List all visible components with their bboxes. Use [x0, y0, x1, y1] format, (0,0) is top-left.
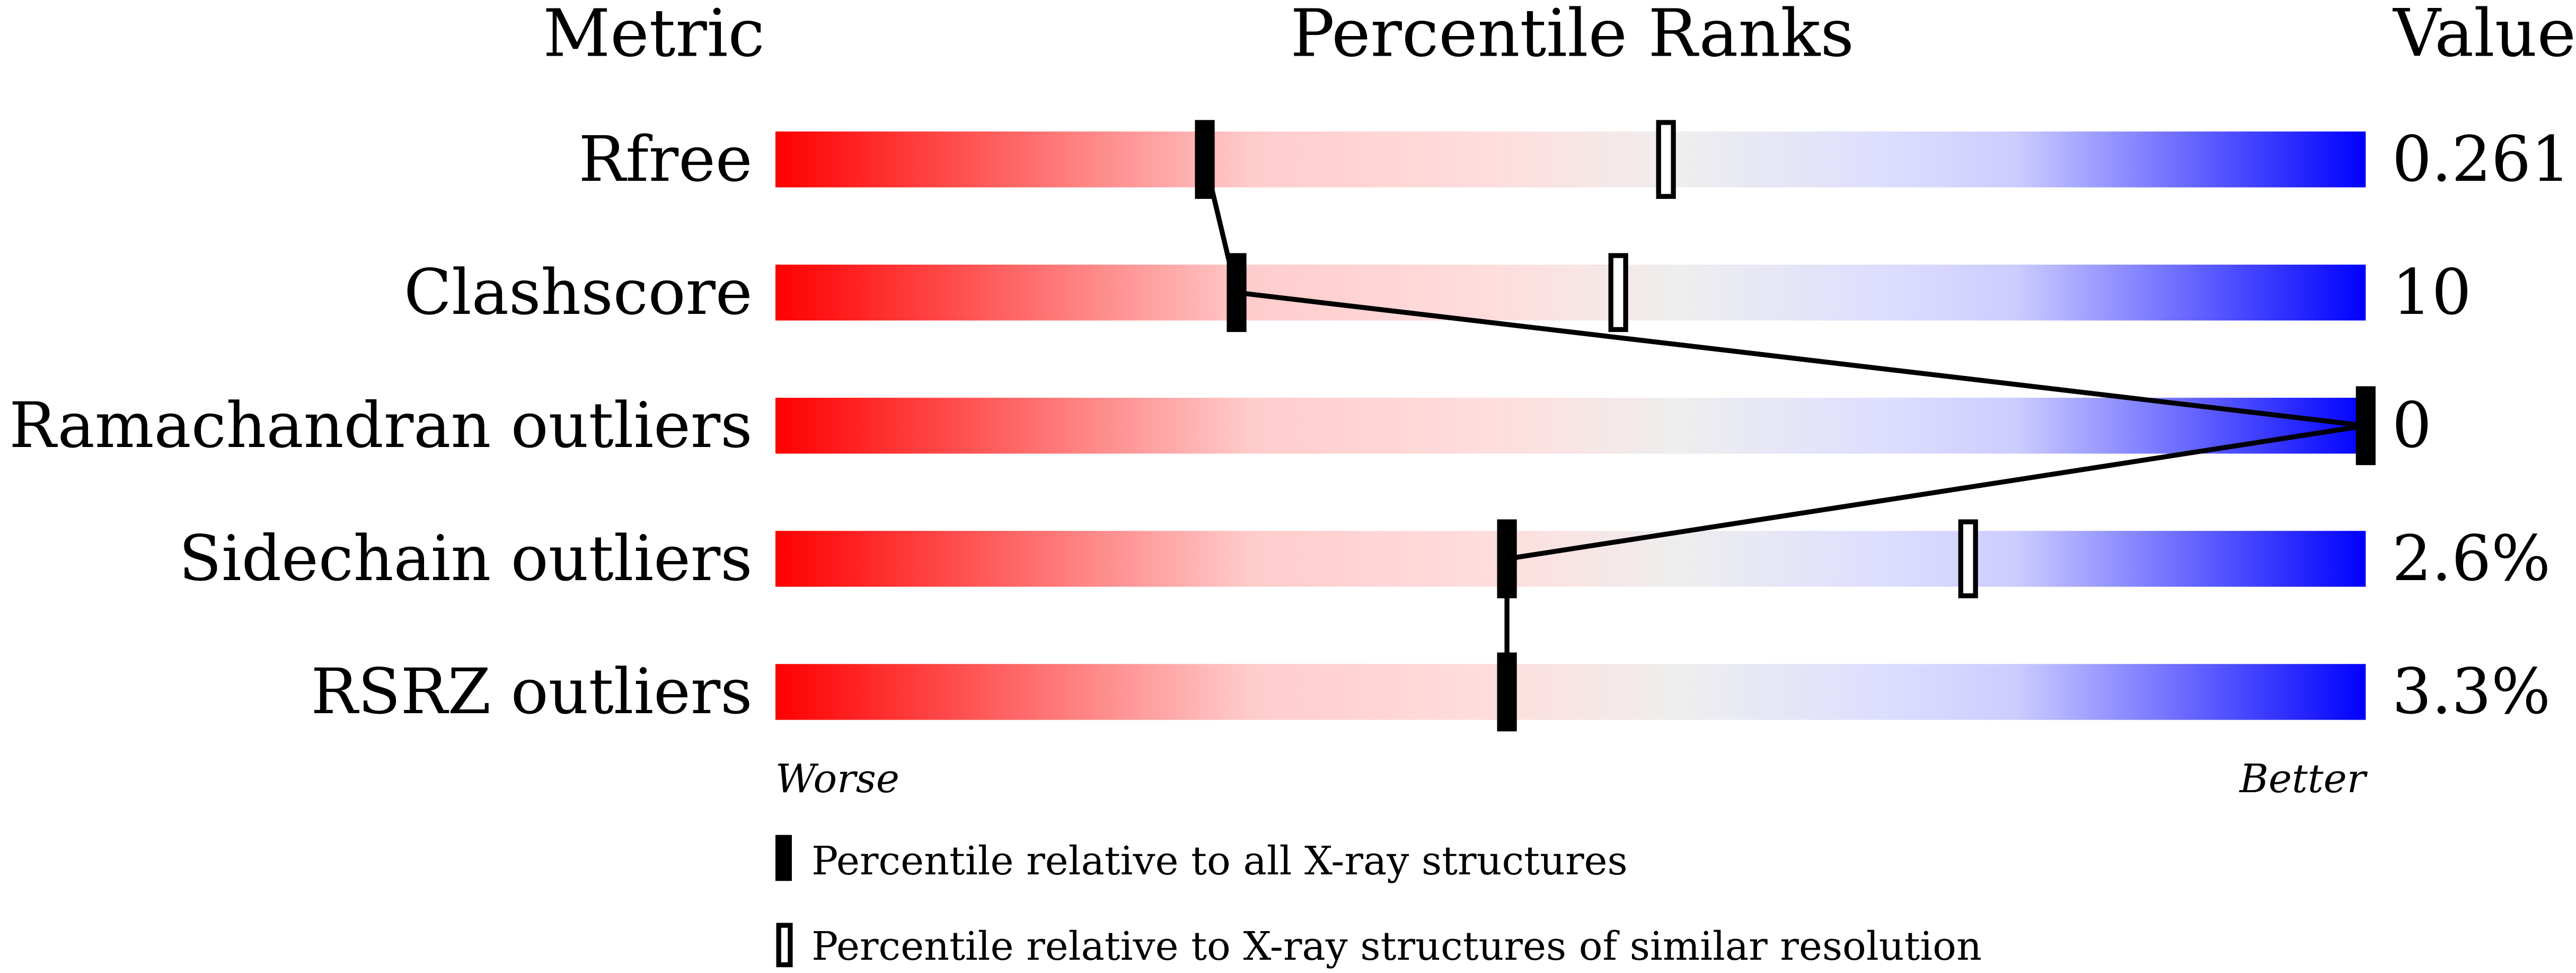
legend-label-all: Percentile relative to all X-ray structu… — [811, 838, 1628, 884]
marker-similar-resolution — [1958, 519, 1978, 599]
percentile-bar — [775, 664, 2366, 720]
legend-filled-marker — [775, 835, 792, 881]
header-value: Value — [2392, 0, 2576, 72]
metric-label: RSRZ outliers — [311, 655, 752, 728]
metric-label: Sidechain outliers — [179, 522, 752, 595]
metric-value: 10 — [2392, 256, 2472, 329]
axis-label-worse: Worse — [775, 756, 899, 802]
legend-open-marker — [776, 923, 793, 968]
marker-all-structures — [1227, 253, 1247, 332]
metric-label: Rfree — [579, 123, 753, 196]
legend-label-similar: Percentile relative to X-ray structures … — [811, 923, 1982, 969]
axis-label-better: Better — [2238, 756, 2368, 802]
metric-label: Ramachandran outliers — [9, 389, 752, 462]
percentile-bar — [775, 132, 2366, 188]
metric-value: 0 — [2392, 389, 2432, 462]
metric-value: 2.6% — [2392, 522, 2551, 595]
marker-all-structures — [1195, 120, 1215, 199]
header-percentile-ranks: Percentile Ranks — [1290, 0, 1854, 72]
header-metric: Metric — [543, 0, 764, 72]
metric-value: 0.261 — [2392, 123, 2571, 196]
percentile-bar — [775, 531, 2366, 587]
marker-all-structures — [1497, 652, 1517, 732]
metric-value: 3.3% — [2392, 655, 2551, 728]
percentile-bar — [775, 265, 2366, 321]
marker-similar-resolution — [1608, 253, 1628, 332]
marker-similar-resolution — [1656, 120, 1676, 199]
marker-all-structures — [2356, 386, 2376, 466]
metric-label: Clashscore — [404, 256, 753, 329]
marker-all-structures — [1497, 519, 1517, 599]
percentile-bar — [775, 398, 2366, 454]
